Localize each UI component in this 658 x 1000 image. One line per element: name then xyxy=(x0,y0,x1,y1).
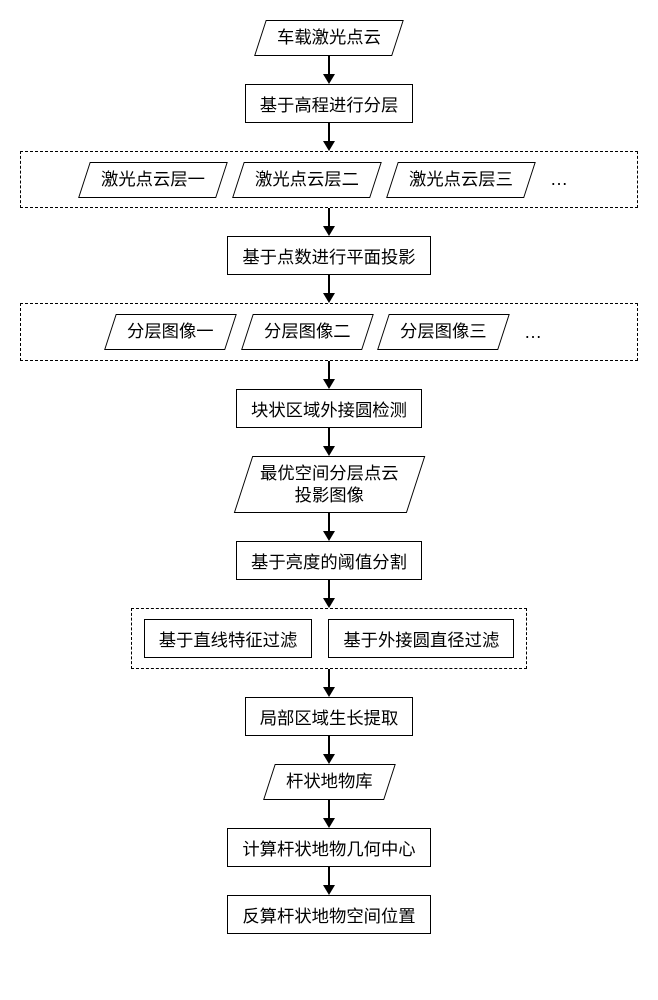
node-g1c: 激光点云层三 xyxy=(386,162,536,198)
node-n6: 基于亮度的阈值分割 xyxy=(236,541,422,580)
group-g2: 分层图像一 分层图像二 分层图像三 … xyxy=(20,303,638,361)
node-label: 块状区域外接圆检测 xyxy=(251,396,407,421)
node-label: 基于高程进行分层 xyxy=(260,91,399,116)
node-label: 激光点云层二 xyxy=(255,169,359,191)
node-n5: 最优空间分层点云 投影图像 xyxy=(233,456,424,513)
node-label: 反算杆状地物空间位置 xyxy=(242,902,415,927)
node-n10: 反算杆状地物空间位置 xyxy=(227,895,430,934)
node-label: 激光点云层一 xyxy=(101,169,205,191)
node-label: 基于点数进行平面投影 xyxy=(242,243,415,268)
node-n9: 计算杆状地物几何中心 xyxy=(227,828,430,867)
node-g2b: 分层图像二 xyxy=(241,314,373,350)
ellipsis: … xyxy=(546,169,574,190)
node-n2: 基于高程进行分层 xyxy=(245,84,414,123)
ellipsis: … xyxy=(520,322,548,343)
node-label: 基于亮度的阈值分割 xyxy=(251,548,407,573)
node-label: 车载激光点云 xyxy=(277,27,381,49)
flowchart-root: 车载激光点云基于高程进行分层激光点云层一 激光点云层二 激光点云层三 … 基于点数进行平… xyxy=(20,20,638,934)
node-n8: 杆状地物库 xyxy=(263,764,395,800)
node-label: 计算杆状地物几何中心 xyxy=(242,835,415,860)
node-label: 基于直线特征过滤 xyxy=(159,626,298,651)
node-n7: 局部区域生长提取 xyxy=(245,697,414,736)
node-label: 分层图像三 xyxy=(400,321,487,343)
node-label: 分层图像二 xyxy=(264,321,351,343)
group-g1: 激光点云层一 激光点云层二 激光点云层三 … xyxy=(20,151,638,209)
node-n3: 基于点数进行平面投影 xyxy=(227,236,430,275)
node-g2a: 分层图像一 xyxy=(104,314,236,350)
node-g1a: 激光点云层一 xyxy=(78,162,228,198)
node-label: 激光点云层三 xyxy=(409,169,513,191)
node-label: 最优空间分层点云 投影图像 xyxy=(260,463,399,506)
node-g1b: 激光点云层二 xyxy=(232,162,382,198)
node-label: 杆状地物库 xyxy=(286,771,373,793)
node-label: 局部区域生长提取 xyxy=(260,704,399,729)
group-g3: 基于直线特征过滤 基于外接圆直径过滤 xyxy=(131,608,528,669)
node-label: 分层图像一 xyxy=(127,321,214,343)
node-label: 基于外接圆直径过滤 xyxy=(343,626,499,651)
node-g2c: 分层图像三 xyxy=(378,314,510,350)
node-g3b: 基于外接圆直径过滤 xyxy=(328,619,514,658)
node-g3a: 基于直线特征过滤 xyxy=(144,619,313,658)
node-n1: 车载激光点云 xyxy=(254,20,404,56)
node-n4: 块状区域外接圆检测 xyxy=(236,389,422,428)
